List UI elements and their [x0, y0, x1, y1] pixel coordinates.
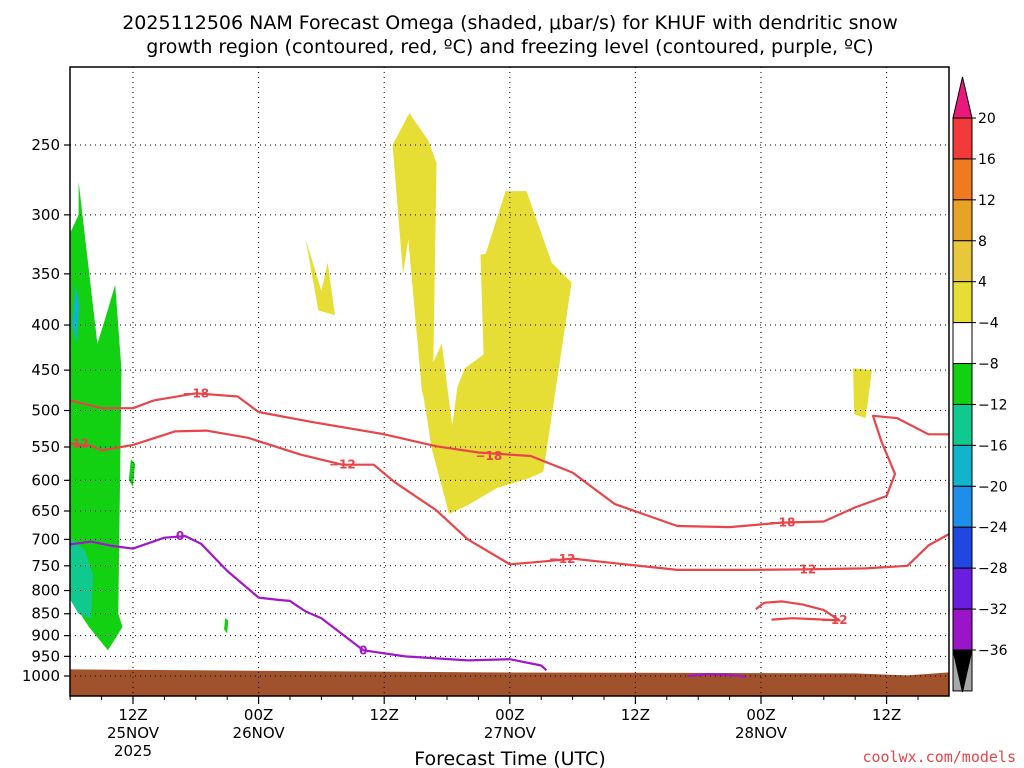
x-tick-label-66-0: 00Z	[746, 706, 775, 724]
contour-line-1	[70, 429, 949, 572]
y-tick-label-700: 700	[31, 530, 60, 548]
y-tick-label-900: 900	[31, 627, 60, 645]
colorbar-label-10: −24	[978, 520, 1008, 536]
contour-label-5: −12	[549, 552, 576, 566]
contour-line-2	[755, 600, 841, 622]
colorbar-label-6: −8	[978, 357, 999, 373]
y-tick-label-850: 850	[31, 605, 60, 623]
omega-region-6	[224, 618, 229, 634]
colorbar-cell-9	[952, 485, 973, 528]
contour-label-8: 0	[176, 529, 184, 543]
colorbar-cell-12	[952, 608, 973, 651]
colorbar-cell-10	[952, 526, 973, 569]
y-tick-label-600: 600	[31, 471, 60, 489]
contour-layer: −18 −18 −18 −12 −12 −12 −12 −12 0 0	[62, 386, 949, 678]
contour-label-1: −18	[475, 449, 502, 463]
colorbar-label-9: −20	[978, 479, 1008, 495]
colorbar-cell-5	[952, 322, 973, 365]
y-tick-label-750: 750	[31, 557, 60, 575]
colorbar-label-4: 4	[978, 275, 987, 291]
x-tick-label-54-0: 12Z	[621, 706, 650, 724]
colorbar-label-8: −16	[978, 438, 1008, 454]
x-tick-label-30-0: 12Z	[370, 706, 399, 724]
colorbar: 20 16 12 8 4 −4 −8 −12 −16 −20 −24 −28 −32 −36	[952, 76, 1008, 693]
credit-text: coolwx.com/models	[862, 748, 1016, 766]
omega-region-0	[305, 239, 335, 316]
x-tick-label-18-0: 00Z	[244, 706, 273, 724]
y-tick-label-950: 950	[31, 647, 60, 665]
contour-line-0	[70, 392, 949, 529]
colorbar-label-12: −32	[978, 602, 1008, 618]
colorbar-cell-6	[952, 363, 973, 405]
contour-line-3	[70, 534, 548, 672]
colorbar-label-11: −28	[978, 561, 1008, 577]
omega-region-4	[70, 181, 123, 651]
x-tick-label-18-1: 26NOV	[233, 724, 286, 742]
colorbar-cell-3	[952, 240, 973, 283]
colorbar-cell-4	[952, 281, 973, 324]
contour-label-7: −12	[821, 613, 848, 627]
y-tick-label-400: 400	[31, 316, 60, 334]
y-tick-label-1000: 1000	[22, 667, 60, 685]
x-tick-label-42-0: 00Z	[495, 706, 524, 724]
colorbar-label-13: −36	[978, 643, 1008, 659]
colorbar-label-0: 20	[978, 111, 996, 127]
contour-label-0: −18	[182, 386, 209, 400]
contour-label-6: −12	[789, 562, 816, 576]
contour-label-3: −12	[62, 437, 89, 451]
colorbar-top-arrow	[952, 76, 973, 119]
x-tick-label-66-1: 28NOV	[735, 724, 788, 742]
y-tick-label-500: 500	[31, 402, 60, 420]
x-tick-label-6-0: 12Z	[118, 706, 147, 724]
contour-label-2: −18	[769, 516, 796, 530]
colorbar-label-2: 12	[978, 193, 996, 209]
y-tick-label-650: 650	[31, 502, 60, 520]
y-tick-label-300: 300	[31, 206, 60, 224]
colorbar-cell-11	[952, 567, 973, 610]
omega-region-1	[392, 113, 437, 426]
contour-label-9: 0	[359, 643, 367, 657]
x-tick-label-6-1: 25NOV	[107, 724, 160, 742]
y-tick-label-800: 800	[31, 582, 60, 600]
colorbar-cell-0	[952, 117, 973, 160]
omega-shading-layer	[70, 113, 872, 651]
chart-title-line-1: 2025112506 NAM Forecast Omega (shaded, μ…	[122, 12, 898, 34]
chart-title-line-2: growth region (contoured, red, ºC) and f…	[146, 36, 873, 58]
contour-line-4	[687, 672, 746, 678]
colorbar-cell-8	[952, 444, 973, 487]
omega-region-2	[421, 191, 572, 514]
x-tick-label-78-0: 12Z	[872, 706, 901, 724]
x-tick-label-42-1: 27NOV	[484, 724, 537, 742]
y-tick-label-450: 450	[31, 361, 60, 379]
plot-area: −18 −18 −18 −12 −12 −12 −12 −12 0 0	[62, 66, 950, 697]
colorbar-label-3: 8	[978, 234, 987, 250]
omega-region-7	[70, 537, 94, 619]
colorbar-bottom-arrow	[952, 649, 973, 693]
colorbar-cell-1	[952, 158, 973, 201]
colorbar-label-7: −12	[978, 397, 1008, 413]
colorbar-label-1: 16	[978, 152, 996, 168]
x-tick-label-6-2: 2025	[114, 742, 152, 760]
x-axis-label: Forecast Time (UTC)	[414, 748, 605, 768]
contour-label-4: −12	[329, 458, 356, 472]
omega-region-8	[72, 284, 80, 344]
y-tick-label-350: 350	[31, 265, 60, 283]
colorbar-cell-2	[952, 199, 973, 242]
y-tick-label-250: 250	[31, 136, 60, 154]
y-tick-label-550: 550	[31, 438, 60, 456]
colorbar-cell-7	[952, 403, 973, 446]
omega-region-3	[853, 368, 872, 419]
colorbar-label-5: −4	[978, 316, 999, 332]
y-axis-ticks: 250 300 350 400 450 500 550 600 650 700 750 800 850 9…	[22, 136, 70, 685]
